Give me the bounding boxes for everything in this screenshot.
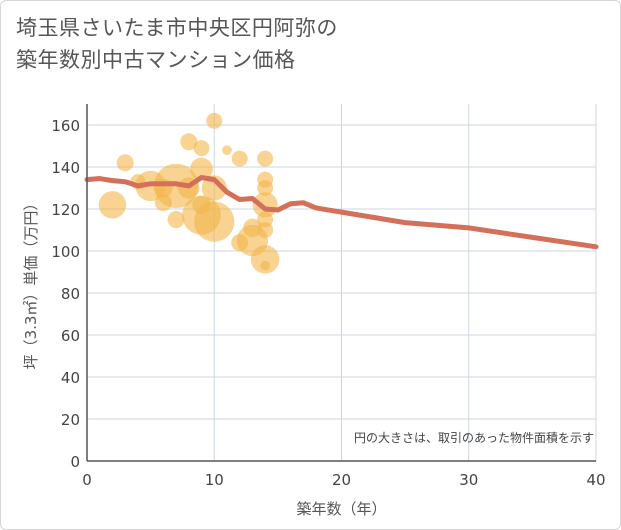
y-axis-label: 坪（3.3㎡）単価（万円） <box>22 196 40 370</box>
bubble-size-note: 円の大きさは、取引のあった物件面積を示す <box>354 430 594 445</box>
chart-title-line-2: 築年数別中古マンション価格 <box>16 48 296 72</box>
grid-lines <box>87 104 597 461</box>
x-tick-label: 20 <box>332 471 351 489</box>
y-tick-label: 100 <box>51 243 80 261</box>
x-tick-label: 40 <box>586 471 605 489</box>
bubble-layer <box>98 112 280 274</box>
x-tick-label: 10 <box>205 471 224 489</box>
bubble-point <box>194 201 235 242</box>
x-tick-labels: 0 10 20 30 40 <box>82 471 605 489</box>
bubble-point <box>257 180 274 196</box>
bubble-point <box>201 175 227 201</box>
bubble-point <box>193 140 210 157</box>
x-tick-label: 30 <box>459 471 478 489</box>
bubble-point <box>190 157 213 181</box>
chart-title-line-1: 埼玉県さいたま市中央区円阿弥の <box>16 16 338 40</box>
bubble-point <box>260 260 270 271</box>
bubble-point <box>206 112 223 129</box>
x-axis-label: 築年数（年） <box>296 500 386 518</box>
y-tick-label: 0 <box>70 453 80 471</box>
series-layer <box>84 175 599 250</box>
bubble-point <box>180 133 198 151</box>
y-tick-label: 140 <box>51 159 80 177</box>
bubble-point <box>116 154 134 172</box>
y-tick-label: 120 <box>51 201 80 219</box>
bubble-point <box>98 191 127 219</box>
y-tick-label: 160 <box>51 117 80 135</box>
y-tick-label: 60 <box>61 327 80 345</box>
y-tick-label: 80 <box>61 285 80 303</box>
y-tick-labels: 0 20 40 60 80 100 120 140 160 <box>51 117 80 471</box>
bubble-point <box>167 211 185 228</box>
bubble-point <box>257 222 274 238</box>
x-tick-label: 0 <box>82 471 92 489</box>
y-tick-label: 20 <box>61 411 80 429</box>
bubble-point <box>257 150 274 167</box>
axes <box>86 104 596 462</box>
bubble-point <box>231 150 248 167</box>
bubble-point <box>222 145 232 156</box>
chart-title: 埼玉県さいたま市中央区円阿弥の 築年数別中古マンション価格 <box>16 12 338 76</box>
average-price-line <box>84 175 599 250</box>
bubble-point <box>250 245 280 274</box>
y-tick-label: 40 <box>61 369 80 387</box>
